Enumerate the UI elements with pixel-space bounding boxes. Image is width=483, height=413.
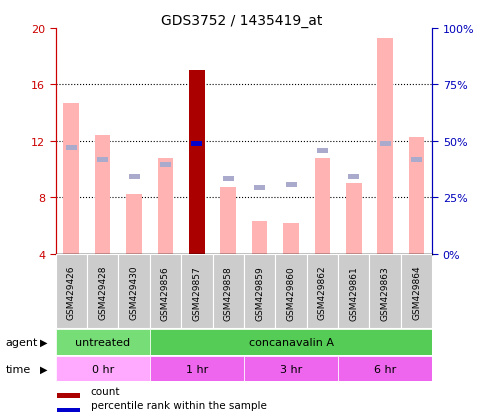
Bar — [160, 163, 171, 168]
Bar — [244, 254, 275, 328]
Bar — [57, 393, 80, 398]
Text: GSM429859: GSM429859 — [255, 265, 264, 320]
Text: GSM429857: GSM429857 — [192, 265, 201, 320]
Bar — [63, 104, 79, 254]
Bar — [283, 223, 299, 254]
Bar — [157, 158, 173, 254]
Bar — [56, 356, 150, 381]
Bar — [377, 39, 393, 254]
Bar — [244, 356, 338, 381]
Text: agent: agent — [6, 337, 38, 347]
Bar — [56, 254, 87, 328]
Bar — [150, 330, 432, 355]
Bar — [126, 195, 142, 254]
Bar — [150, 254, 181, 328]
Bar — [369, 254, 401, 328]
Text: GSM429863: GSM429863 — [381, 265, 390, 320]
Bar — [181, 254, 213, 328]
Text: GSM429428: GSM429428 — [98, 265, 107, 320]
Bar — [314, 158, 330, 254]
Bar — [254, 185, 265, 190]
Bar — [189, 71, 205, 254]
Text: GSM429858: GSM429858 — [224, 265, 233, 320]
Text: GSM429426: GSM429426 — [67, 265, 76, 320]
Bar — [57, 408, 80, 412]
Bar — [56, 330, 150, 355]
Bar — [338, 254, 369, 328]
Bar — [317, 149, 328, 154]
Text: 6 hr: 6 hr — [374, 364, 397, 374]
Bar — [95, 136, 111, 254]
Text: percentile rank within the sample: percentile rank within the sample — [91, 400, 267, 410]
Bar — [97, 157, 108, 162]
Text: GSM429864: GSM429864 — [412, 265, 421, 320]
Text: GSM429856: GSM429856 — [161, 265, 170, 320]
Text: 1 hr: 1 hr — [185, 364, 208, 374]
Text: GSM429862: GSM429862 — [318, 265, 327, 320]
Text: ▶: ▶ — [40, 364, 48, 374]
Text: time: time — [6, 364, 31, 374]
Text: 3 hr: 3 hr — [280, 364, 302, 374]
Text: ▶: ▶ — [40, 337, 48, 347]
Bar — [213, 254, 244, 328]
Bar — [150, 356, 244, 381]
Bar — [128, 174, 140, 179]
Bar — [285, 183, 297, 188]
Bar — [191, 142, 202, 147]
Bar — [220, 188, 236, 254]
Bar — [346, 184, 362, 254]
Text: GDS3752 / 1435419_at: GDS3752 / 1435419_at — [161, 14, 322, 28]
Bar — [275, 254, 307, 328]
Bar — [380, 142, 391, 147]
Bar — [307, 254, 338, 328]
Bar — [401, 254, 432, 328]
Bar — [252, 222, 268, 254]
Text: 0 hr: 0 hr — [91, 364, 114, 374]
Bar — [348, 174, 359, 179]
Text: GSM429861: GSM429861 — [349, 265, 358, 320]
Bar — [411, 157, 422, 162]
Bar — [87, 254, 118, 328]
Text: untreated: untreated — [75, 337, 130, 347]
Bar — [338, 356, 432, 381]
Bar — [409, 137, 425, 254]
Text: GSM429430: GSM429430 — [129, 265, 139, 320]
Bar — [118, 254, 150, 328]
Text: GSM429860: GSM429860 — [286, 265, 296, 320]
Bar — [66, 146, 77, 151]
Text: concanavalin A: concanavalin A — [249, 337, 333, 347]
Text: count: count — [91, 386, 120, 396]
Bar — [223, 177, 234, 182]
